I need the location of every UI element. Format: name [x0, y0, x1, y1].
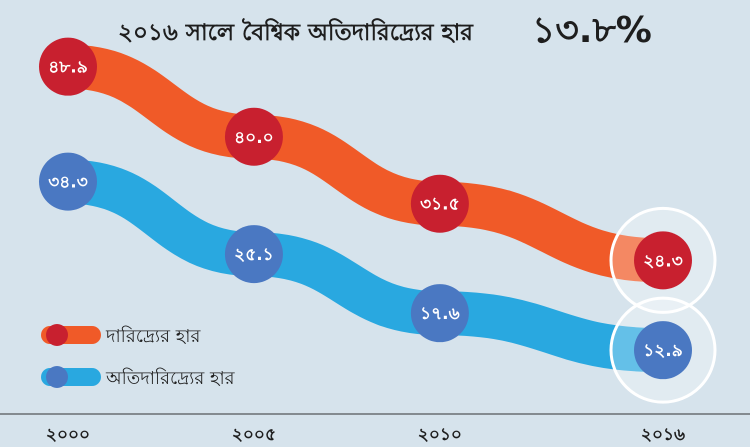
data-label-s2-1: ৩৪.৩ — [48, 173, 88, 193]
data-point-s1-3 — [410, 174, 469, 233]
data-label-s1-1: ৪৮.৯ — [48, 58, 88, 78]
chart-title-group: ২০১৬ সালে বৈশ্বিক অতিদারিদ্র্যের হার ১৩.… — [118, 10, 652, 51]
data-point-s1-2 — [224, 107, 283, 166]
legend-swatch-dot-2 — [46, 366, 68, 388]
series-line-1 — [46, 44, 685, 283]
data-label-s1-2: ৪০.০ — [234, 128, 274, 148]
data-point-s2-3 — [410, 284, 469, 343]
x-tick-label-3: ২০১০ — [418, 425, 462, 445]
chart-title: ২০১৬ সালে বৈশ্বিক অতিদারিদ্র্যের হার — [118, 18, 474, 46]
data-point-s2-1 — [39, 152, 97, 211]
data-label-s1-4: ২৪.৩ — [643, 251, 683, 271]
x-tick-label-1: ২০০০ — [46, 425, 90, 445]
chart-title-highlight: ১৩.৮% — [532, 10, 652, 51]
x-tick-label-2: ২০০৫ — [232, 425, 276, 445]
data-label-s2-3: ১৭.৬ — [420, 304, 460, 324]
legend-label-1: দারিদ্র্যের হার — [105, 326, 201, 347]
legend-swatch-dot-1 — [46, 324, 68, 346]
series-points: ৪৮.৯ ৪০.০ ৩১.৫ ২৪.৩ ৩৪.৩ ২৫.১ ১৭.৬ ১২.৯ — [39, 37, 692, 380]
series-lines — [46, 44, 685, 373]
series-line-2 — [46, 159, 685, 373]
data-label-s2-4: ১২.৯ — [643, 341, 683, 361]
data-point-s1-1 — [39, 37, 97, 96]
data-label-s1-3: ৩১.৫ — [420, 195, 460, 215]
x-tick-label-4: ২০১৬ — [641, 425, 685, 445]
data-label-s2-2: ২৫.১ — [234, 245, 274, 265]
data-point-s1-4 — [634, 231, 692, 290]
x-axis-ticks: ২০০০ ২০০৫ ২০১০ ২০১৬ — [46, 425, 685, 445]
legend-label-2: অতিদারিদ্র্যের হার — [105, 368, 236, 389]
data-point-s2-2 — [224, 225, 283, 284]
chart-legend: দারিদ্র্যের হার অতিদারিদ্র্যের হার — [41, 324, 236, 389]
data-point-s2-4 — [634, 321, 692, 380]
